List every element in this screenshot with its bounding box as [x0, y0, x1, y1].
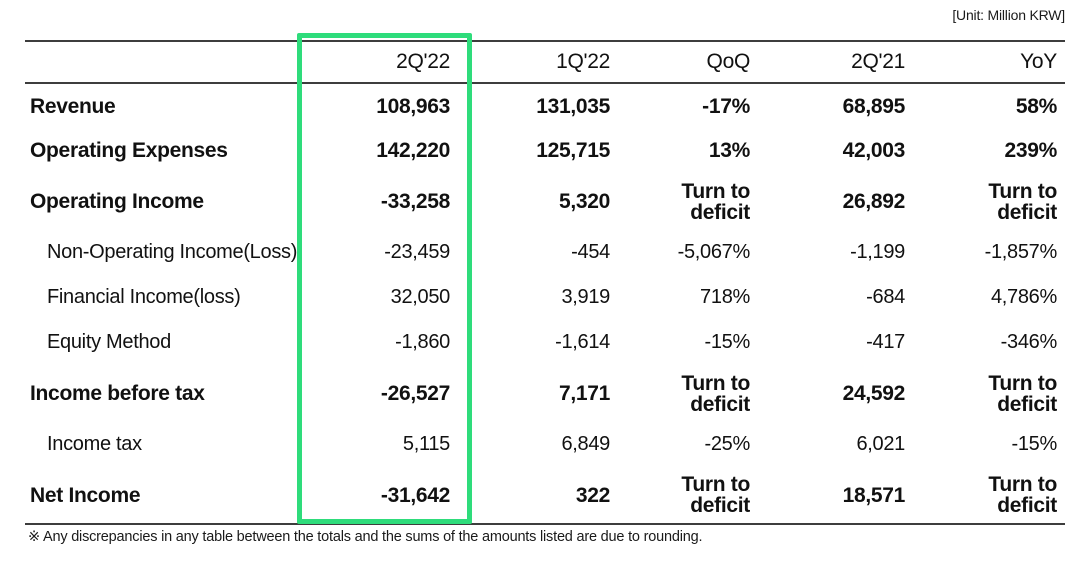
table-cell: 108,963 [376, 94, 450, 118]
row-label: Non-Operating Income(Loss) [47, 241, 298, 263]
table-cell: 142,220 [376, 139, 450, 162]
table-cell: -31,642 [380, 483, 450, 507]
table-row-net-income: Net Income -31,642 322 Turn to deficit 1… [25, 467, 1065, 524]
table-row-operating-income: Operating Income -33,258 5,320 Turn to d… [25, 173, 1065, 230]
table-cell: 125,715 [536, 139, 610, 162]
table-cell: Turn to deficit [988, 179, 1057, 224]
column-header-1q22: 1Q'22 [470, 41, 630, 84]
table-cell: 6,849 [561, 433, 610, 455]
table-cell: -15% [704, 331, 751, 353]
table-cell: 718% [700, 286, 750, 308]
table-cell: -684 [866, 286, 905, 308]
table-cell: 24,592 [842, 382, 906, 405]
table-cell: 42,003 [842, 139, 906, 162]
table-cell: 3,919 [561, 286, 610, 308]
header-row: 2Q'22 1Q'22 QoQ 2Q'21 YoY [25, 41, 1065, 84]
table-cell: Turn to deficit [681, 473, 750, 517]
table-cell: 6,021 [856, 433, 905, 455]
row-label: Income tax [47, 433, 142, 455]
table-row-operating-expenses: Operating Expenses 142,220 125,715 13% 4… [25, 128, 1065, 173]
table-cell: 7,171 [558, 382, 610, 405]
footnote: ※ Any discrepancies in any table between… [28, 529, 703, 545]
row-label: Net Income [30, 483, 141, 507]
table-cell: 58% [1015, 94, 1057, 118]
table-cell: -417 [866, 331, 905, 353]
table-cell: 68,895 [842, 94, 906, 118]
column-header-yoy: YoY [925, 41, 1065, 84]
table-row-revenue: Revenue 108,963 131,035 -17% 68,895 58% [25, 83, 1065, 128]
unit-label: [Unit: Million KRW] [952, 7, 1065, 23]
table-cell: Turn to deficit [988, 473, 1057, 517]
column-header-2q21: 2Q'21 [770, 41, 925, 84]
table-cell: -25% [704, 433, 751, 455]
table-cell: -454 [571, 241, 610, 263]
table-cell: Turn to deficit [988, 371, 1057, 416]
column-header-2q22: 2Q'22 [300, 41, 470, 84]
table-cell: -1,857% [984, 241, 1058, 263]
income-statement-table: 2Q'22 1Q'22 QoQ 2Q'21 YoY Revenue 108,96… [25, 40, 1065, 525]
row-label: Operating Expenses [30, 139, 228, 162]
column-header-qoq: QoQ [630, 41, 770, 84]
table-cell: 26,892 [842, 190, 906, 213]
table-cell: -26,527 [380, 382, 450, 405]
table-cell: 239% [1004, 139, 1057, 162]
table-cell: 4,786% [990, 286, 1057, 308]
row-label: Income before tax [30, 382, 205, 405]
table-cell: 18,571 [842, 483, 906, 507]
table-row-income-before-tax: Income before tax -26,527 7,171 Turn to … [25, 365, 1065, 422]
table-cell: 5,115 [402, 433, 450, 455]
table-cell: -346% [1000, 331, 1058, 353]
table-cell: Turn to deficit [681, 371, 750, 416]
table-cell: 322 [575, 483, 610, 507]
header-empty [25, 41, 300, 84]
table-cell: 131,035 [536, 94, 610, 118]
table-cell: -17% [702, 94, 750, 118]
row-label: Financial Income(loss) [47, 286, 241, 308]
table-row-financial-income: Financial Income(loss) 32,050 3,919 718%… [25, 275, 1065, 320]
table-cell: -5,067% [677, 241, 751, 263]
table-row-equity-method: Equity Method -1,860 -1,614 -15% -417 -3… [25, 320, 1065, 365]
table-cell: 5,320 [558, 190, 610, 213]
table-cell: -33,258 [380, 190, 450, 213]
table-row-income-tax: Income tax 5,115 6,849 -25% 6,021 -15% [25, 422, 1065, 467]
table-cell: Turn to deficit [681, 179, 750, 224]
row-label: Revenue [30, 94, 116, 118]
table-cell: -23,459 [384, 241, 450, 263]
table-cell: 13% [708, 139, 750, 162]
table-cell: 32,050 [390, 286, 451, 308]
table-cell: -1,199 [850, 241, 905, 263]
row-label: Equity Method [47, 331, 171, 353]
table-row-non-operating-income: Non-Operating Income(Loss) -23,459 -454 … [25, 230, 1065, 275]
table-cell: -1,614 [555, 331, 610, 353]
table-cell: -1,860 [395, 331, 450, 353]
row-label: Operating Income [30, 190, 204, 213]
table-cell: -15% [1011, 433, 1058, 455]
